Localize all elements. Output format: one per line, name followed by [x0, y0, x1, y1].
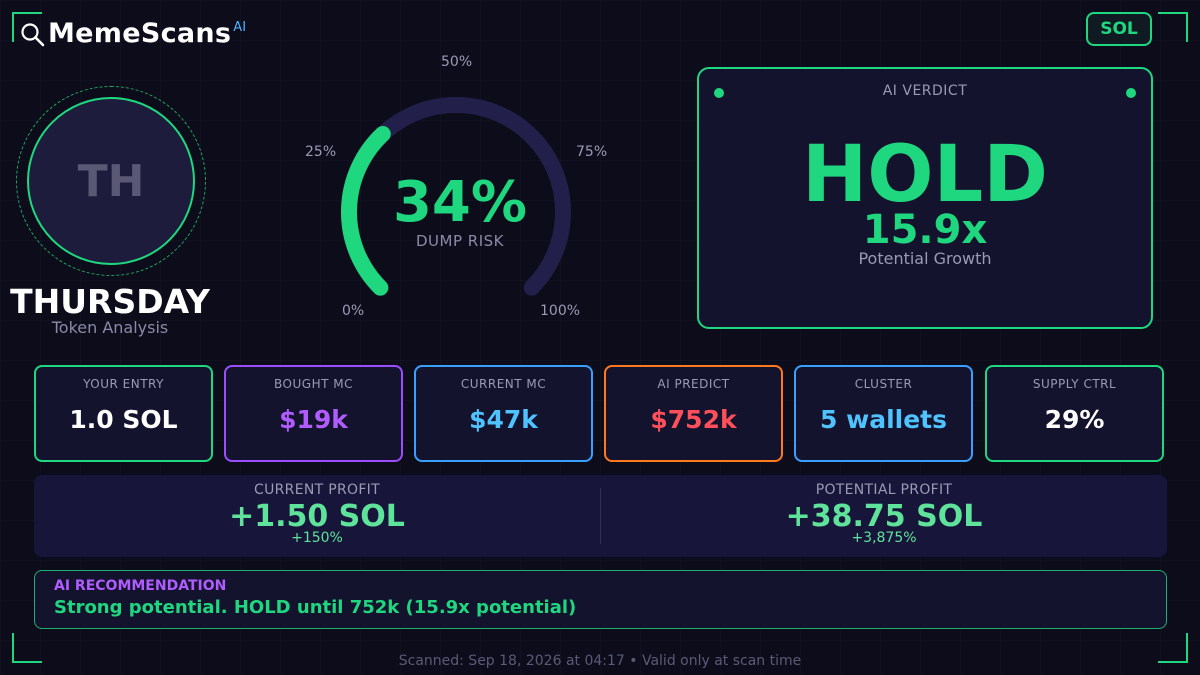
- stat-label: AI PREDICT: [657, 377, 730, 391]
- stat-card-ai-predict: AI PREDICT $752k: [604, 365, 783, 462]
- current-profit-value: +1.50 SOL: [229, 499, 405, 534]
- current-profit: CURRENT PROFIT +1.50 SOL +150%: [34, 475, 600, 557]
- stat-card-cluster: CLUSTER 5 wallets: [794, 365, 973, 462]
- stat-value: $47k: [469, 405, 538, 434]
- gauge-tick-25: 25%: [305, 144, 337, 160]
- verdict-word: HOLD: [801, 130, 1049, 220]
- corner-bracket-top-left: [12, 12, 42, 42]
- verdict-subtitle: Potential Growth: [858, 249, 992, 268]
- magnifier-icon: [21, 23, 45, 47]
- stat-value: 5 wallets: [820, 405, 947, 434]
- profit-divider: [600, 488, 601, 544]
- stat-card-current-mc: CURRENT MC $47k: [414, 365, 593, 462]
- token-avatar: TH: [27, 97, 195, 265]
- stat-value: 1.0 SOL: [69, 405, 178, 434]
- token-name: THURSDAY: [10, 282, 210, 321]
- token-avatar-frame: TH: [16, 86, 208, 278]
- gauge-fill: [341, 126, 391, 296]
- stat-label: BOUGHT MC: [274, 377, 353, 391]
- gauge-tick-75: 75%: [576, 144, 608, 160]
- potential-profit-label: POTENTIAL PROFIT: [815, 482, 953, 498]
- stat-label: CURRENT MC: [460, 377, 547, 391]
- brand-ai-tag: AI: [233, 20, 247, 35]
- verdict-title: AI VERDICT: [882, 83, 968, 99]
- dump-risk-value: 34%: [392, 170, 528, 235]
- ai-recommendation: AI RECOMMENDATION Strong potential. HOLD…: [34, 570, 1167, 629]
- scan-footer: Scanned: Sep 18, 2026 at 04:17 • Valid o…: [398, 653, 802, 669]
- potential-profit: POTENTIAL PROFIT +38.75 SOL +3,875%: [601, 475, 1167, 557]
- stat-card-bought-mc: BOUGHT MC $19k: [224, 365, 403, 462]
- token-subtitle: Token Analysis: [51, 318, 169, 337]
- ai-verdict-card: AI VERDICT HOLD 15.9x Potential Growth: [697, 67, 1153, 329]
- dump-risk-gauge: [341, 97, 571, 296]
- corner-bracket-top-right: [1158, 12, 1188, 42]
- stat-label: CLUSTER: [854, 377, 913, 391]
- dump-risk-label: DUMP RISK: [416, 232, 504, 250]
- stat-card-supply-ctrl: SUPPLY CTRL 29%: [985, 365, 1164, 462]
- gauge-tick-100: 100%: [540, 303, 581, 319]
- stat-label: YOUR ENTRY: [83, 377, 164, 391]
- brand-logo: MemeScans AI: [20, 18, 246, 49]
- verdict-multiplier: 15.9x: [862, 207, 988, 253]
- stat-value: $19k: [279, 405, 348, 434]
- current-profit-label: CURRENT PROFIT: [254, 482, 380, 498]
- stat-card-entry: YOUR ENTRY 1.0 SOL: [34, 365, 213, 462]
- stat-value: $752k: [650, 405, 737, 434]
- chain-badge[interactable]: SOL: [1086, 12, 1152, 46]
- verdict-dot-left: [714, 88, 724, 98]
- recommendation-title: AI RECOMMENDATION: [54, 578, 227, 594]
- verdict-dot-right: [1126, 88, 1136, 98]
- current-profit-pct: +150%: [291, 530, 343, 546]
- gauge-tick-50: 50%: [441, 54, 473, 70]
- avatar-dashed-ring: [16, 86, 206, 276]
- brand-name: MemeScans: [48, 18, 232, 49]
- potential-profit-value: +38.75 SOL: [785, 499, 983, 534]
- gauge-tick-0: 0%: [342, 303, 365, 319]
- recommendation-text: Strong potential. HOLD until 752k (15.9x…: [54, 597, 577, 618]
- corner-bracket-bottom-left: [12, 633, 42, 663]
- potential-profit-pct: +3,875%: [851, 530, 917, 546]
- profit-panel: CURRENT PROFIT +1.50 SOL +150% POTENTIAL…: [34, 475, 1167, 557]
- stat-label: SUPPLY CTRL: [1032, 377, 1117, 391]
- corner-bracket-bottom-right: [1158, 633, 1188, 663]
- stat-value: 29%: [1044, 405, 1105, 434]
